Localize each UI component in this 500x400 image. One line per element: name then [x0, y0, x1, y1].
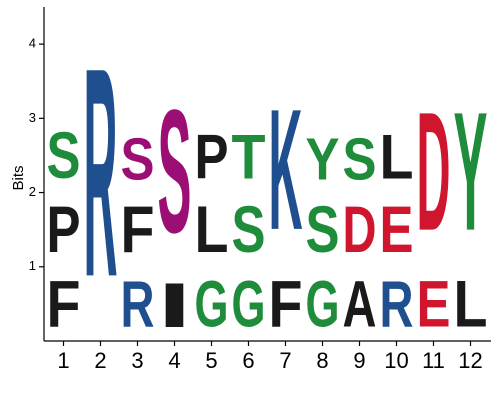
logo-letter-pos7-K: K: [269, 73, 303, 265]
logo-letter-pos10-R: R: [380, 268, 414, 342]
logo-letter-pos7-F: F: [269, 267, 303, 341]
logo-letter-pos6-T: T: [232, 121, 266, 192]
logo-letter-pos12-Y: Y: [454, 78, 488, 266]
x-tick-label: 10: [384, 348, 408, 373]
logo-letter-pos8-Y: Y: [306, 126, 340, 193]
logo-letter-pos1-F: F: [47, 267, 81, 341]
logo-letter-pos8-G: G: [306, 266, 340, 340]
x-tick-label: 9: [353, 348, 365, 373]
x-tick-label: 7: [279, 348, 291, 373]
x-tick-label: 8: [316, 348, 328, 373]
logo-letter-pos5-L: L: [195, 193, 229, 267]
x-tick-label: 6: [242, 348, 254, 373]
logo-letter-pos4-I: I: [158, 270, 192, 341]
logo-letter-pos3-F: F: [121, 193, 155, 267]
logo-letter-pos11-E: E: [417, 266, 451, 341]
logo-letter-pos9-D: D: [343, 193, 377, 267]
logo-letter-pos10-L: L: [380, 121, 414, 192]
logo-letter-pos12-L: L: [454, 267, 488, 341]
x-tick-label: 11: [422, 348, 445, 373]
logo-letter-pos9-A: A: [343, 268, 377, 342]
x-tick-label: 4: [168, 348, 180, 373]
y-axis: 1 2 3 4: [29, 7, 45, 341]
y-axis-label: Bits: [10, 165, 27, 190]
logo-letter-pos1-P: P: [47, 192, 81, 267]
y-tick-label: 3: [29, 110, 36, 125]
x-axis: 1 2 3 4 5 6 7 8 9 10 11 12: [44, 340, 491, 373]
logo-letter-pos4-S: S: [158, 74, 192, 270]
logo-letter-pos5-G: G: [195, 266, 229, 340]
y-tick-label: 4: [29, 36, 36, 51]
logo-letter-pos3-R: R: [121, 268, 155, 342]
logo-letter-pos6-G: G: [232, 266, 266, 340]
x-tick-label: 3: [131, 348, 143, 373]
logo-letter-pos6-S: S: [232, 192, 266, 267]
logo-letter-pos9-S: S: [343, 126, 377, 193]
x-tick-label: 12: [458, 348, 482, 373]
y-tick-label: 2: [29, 184, 36, 199]
x-tick-label: 1: [57, 348, 69, 373]
x-tick-label: 5: [205, 348, 217, 373]
logo-letter-pos8-S: S: [306, 192, 340, 267]
logo-letter-pos1-S: S: [47, 117, 81, 192]
logo-letter-pos2-R: R: [84, 7, 118, 339]
logo-letter-pos10-E: E: [380, 192, 414, 267]
logo-letter-pos3-S: S: [121, 126, 155, 193]
logo-letter-pos11-D: D: [417, 78, 451, 266]
x-tick-label: 2: [94, 348, 106, 373]
y-tick-label: 1: [29, 258, 36, 273]
logo-letter-pos5-P: P: [195, 123, 229, 193]
